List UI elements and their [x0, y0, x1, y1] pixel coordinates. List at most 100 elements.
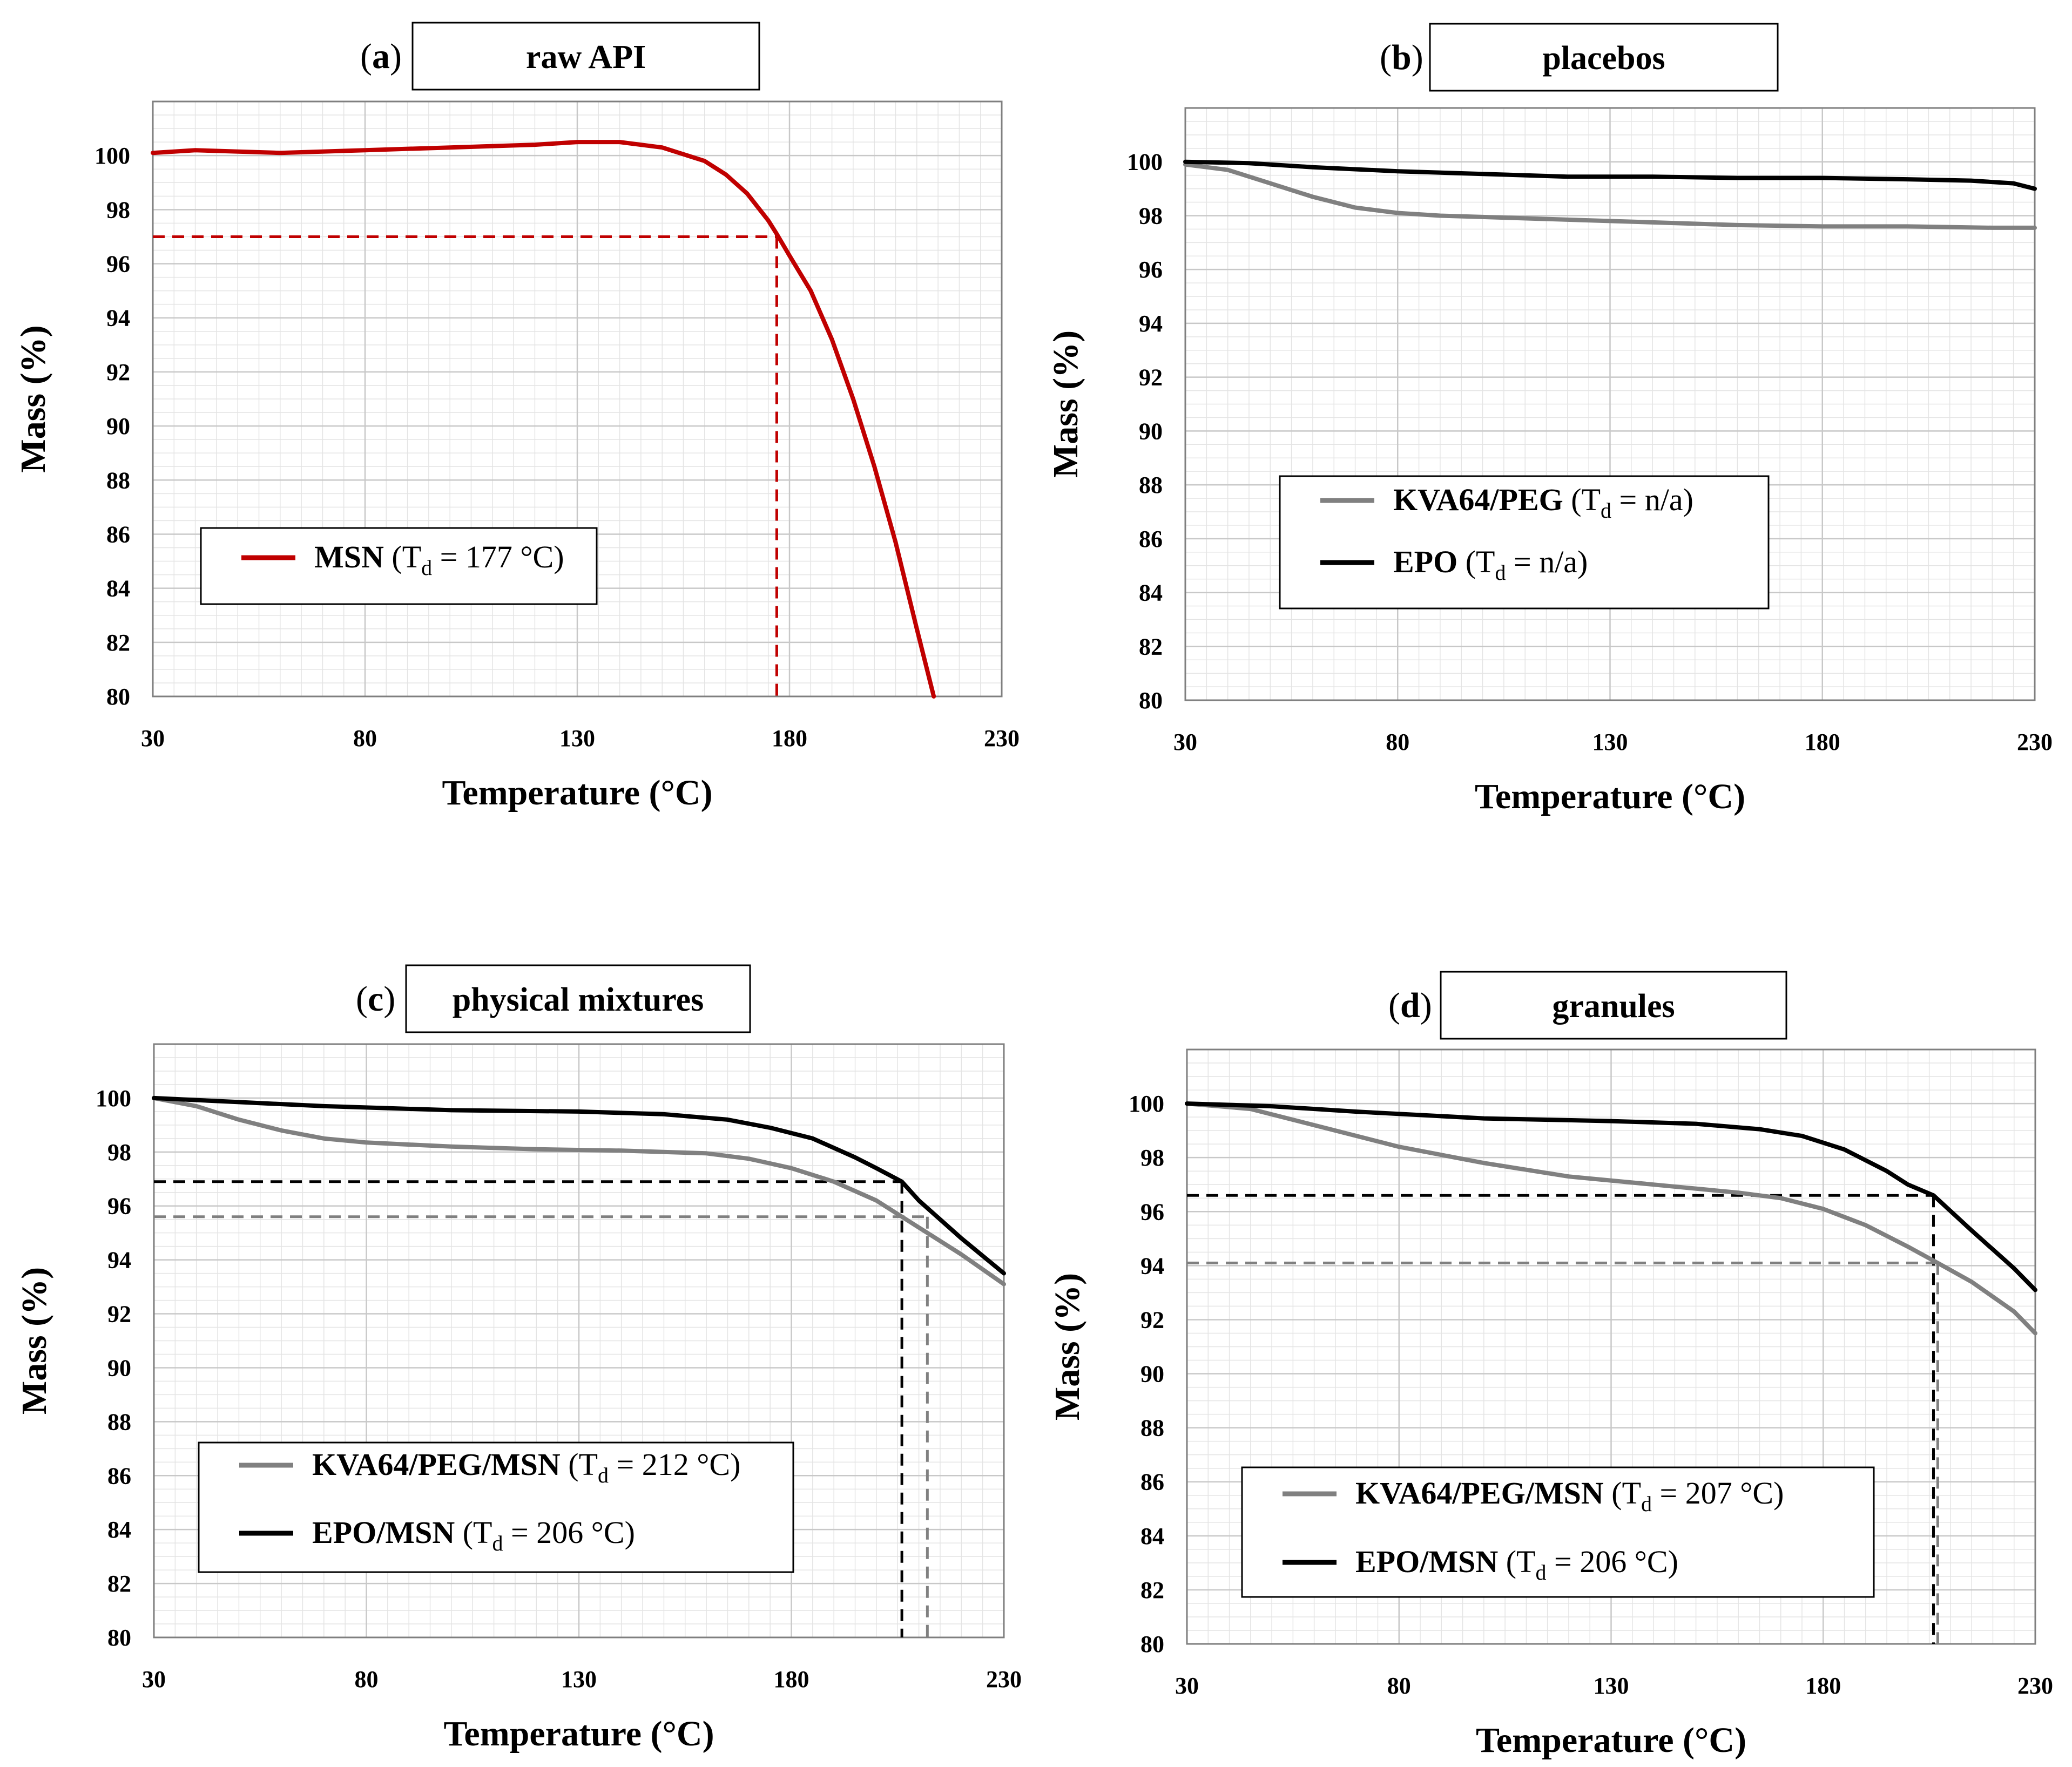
x-tick-label: 230 — [984, 725, 1020, 752]
y-tick-label: 86 — [106, 521, 130, 547]
y-tick-label: 98 — [1140, 1145, 1164, 1171]
y-tick-label: 80 — [107, 1624, 131, 1651]
y-tick-label: 100 — [95, 143, 130, 169]
y-tick-label: 82 — [1139, 633, 1163, 660]
y-tick-label: 80 — [1140, 1631, 1164, 1657]
x-tick-label: 30 — [1173, 729, 1197, 755]
y-tick-label: 98 — [1139, 202, 1163, 229]
y-tick-label: 90 — [1139, 418, 1163, 444]
legend-box — [1241, 1466, 1875, 1598]
y-tick-label: 80 — [1139, 687, 1163, 714]
x-tick-label: 30 — [141, 725, 165, 752]
y-tick-label: 82 — [1140, 1577, 1164, 1603]
legend-entry: KVA64/PEG/MSN (Td = 207 °C) — [1355, 1475, 1784, 1516]
y-tick-label: 90 — [106, 413, 130, 439]
x-tick-label: 180 — [1805, 729, 1840, 755]
legend-box — [200, 527, 598, 605]
y-tick-label: 98 — [107, 1139, 131, 1166]
legend-entry: MSN (Td = 177 °C) — [314, 539, 564, 580]
x-axis-label: Temperature (°C) — [443, 1714, 714, 1754]
panel-letter: (c) — [356, 979, 395, 1019]
legend-entry: EPO/MSN (Td = 206 °C) — [1355, 1544, 1678, 1585]
y-tick-label: 84 — [1139, 580, 1163, 606]
y-tick-label: 82 — [106, 629, 130, 656]
y-tick-label: 98 — [106, 197, 130, 223]
legend: KVA64/PEG (Td = n/a) EPO (Td = n/a) — [1279, 475, 1770, 610]
y-tick-label: 92 — [106, 359, 130, 385]
chart-panel-a: 30 80 130 180 230 80 82 84 86 88 90 92 94 96 98 100 Temp… — [14, 22, 1020, 813]
plot-area-frame — [1184, 107, 2036, 701]
x-axis-label: Temperature (°C) — [442, 773, 712, 813]
legend-entry: KVA64/PEG/MSN (Td = 212 °C) — [312, 1447, 740, 1487]
series-line-1 — [151, 140, 936, 699]
y-tick-label: 94 — [1139, 310, 1163, 337]
x-tick-label: 180 — [1805, 1673, 1841, 1699]
legend: MSN (Td = 177 °C) — [200, 527, 598, 605]
legend-entry: KVA64/PEG (Td = n/a) — [1393, 482, 1693, 523]
y-tick-label: 80 — [106, 683, 130, 710]
plot-area-frame — [153, 1043, 1005, 1639]
y-tick-label: 96 — [1140, 1199, 1164, 1225]
panel-letter: (b) — [1380, 38, 1423, 77]
y-tick-label: 94 — [107, 1247, 131, 1274]
legend: KVA64/PEG/MSN (Td = 212 °C) EPO/MSN (Td =… — [198, 1441, 794, 1573]
legend-entry: EPO/MSN (Td = 206 °C) — [312, 1515, 635, 1555]
y-tick-label: 92 — [1139, 364, 1163, 391]
x-axis-label: Temperature (°C) — [1476, 1721, 1746, 1760]
y-tick-label: 100 — [1129, 1091, 1164, 1117]
y-tick-label: 94 — [106, 305, 130, 331]
y-tick-label: 88 — [1139, 472, 1163, 498]
y-tick-label: 84 — [107, 1516, 131, 1543]
x-tick-label: 180 — [774, 1666, 809, 1692]
y-tick-label: 96 — [106, 251, 130, 277]
y-tick-label: 86 — [1140, 1469, 1164, 1495]
series-line-1 — [152, 1095, 1006, 1287]
legend-entry: EPO (Td = n/a) — [1393, 544, 1588, 585]
plot-area-frame — [152, 100, 1003, 698]
chart-panel-d: 30 80 130 180 230 80 82 84 86 88 90 92 94 96 98 100 Temp… — [1048, 971, 2053, 1760]
x-tick-label: 230 — [2017, 729, 2053, 755]
series-line-2 — [1183, 159, 2037, 191]
y-tick-label: 90 — [107, 1355, 131, 1381]
y-tick-label: 100 — [96, 1085, 131, 1112]
y-tick-label: 96 — [107, 1193, 131, 1220]
chart-panel-c: 30 80 130 180 230 80 82 84 86 88 90 92 94 96 98 100 Temp… — [15, 964, 1022, 1754]
y-tick-label: 92 — [107, 1301, 131, 1328]
x-tick-label: 30 — [142, 1666, 166, 1692]
series-line-2 — [1185, 1101, 2037, 1292]
legend-box — [198, 1441, 794, 1573]
y-tick-label: 84 — [1140, 1523, 1164, 1549]
panel-title-box — [1440, 971, 1787, 1040]
y-axis-label: Mass (%) — [15, 1267, 54, 1414]
y-tick-label: 88 — [106, 467, 130, 493]
panel-title-box — [405, 964, 751, 1033]
x-tick-label: 80 — [355, 1666, 379, 1692]
y-axis-label: Mass (%) — [14, 325, 53, 472]
y-tick-label: 94 — [1140, 1253, 1164, 1279]
y-tick-label: 92 — [1140, 1306, 1164, 1333]
y-tick-label: 88 — [1140, 1415, 1164, 1441]
y-tick-label: 96 — [1139, 256, 1163, 283]
x-tick-label: 230 — [2017, 1673, 2053, 1699]
panel-title: physical mixtures — [453, 981, 704, 1018]
panel-letter: (a) — [360, 37, 402, 76]
y-tick-label: 82 — [107, 1570, 131, 1597]
y-tick-label: 86 — [1139, 526, 1163, 552]
x-tick-label: 80 — [1387, 1673, 1411, 1699]
x-tick-label: 130 — [1594, 1673, 1629, 1699]
x-tick-label: 130 — [561, 1666, 597, 1692]
plot-area-frame — [1186, 1048, 2036, 1645]
panel-title: raw API — [526, 39, 646, 76]
y-tick-label: 86 — [107, 1463, 131, 1489]
chart-panel-b: 30 80 130 180 230 80 82 84 86 88 90 92 94 96 98 100 Temp… — [1046, 23, 2053, 816]
panel-title-box — [1429, 23, 1779, 92]
panel-title: granules — [1552, 988, 1675, 1025]
panel-title-box — [411, 22, 760, 91]
series-line-2 — [152, 1095, 1006, 1276]
x-tick-label: 130 — [1592, 729, 1628, 755]
x-tick-label: 80 — [1386, 729, 1409, 755]
legend: KVA64/PEG/MSN (Td = 207 °C) EPO/MSN (Td =… — [1241, 1466, 1875, 1598]
panel-letter: (d) — [1388, 986, 1432, 1025]
x-tick-label: 80 — [353, 725, 377, 752]
